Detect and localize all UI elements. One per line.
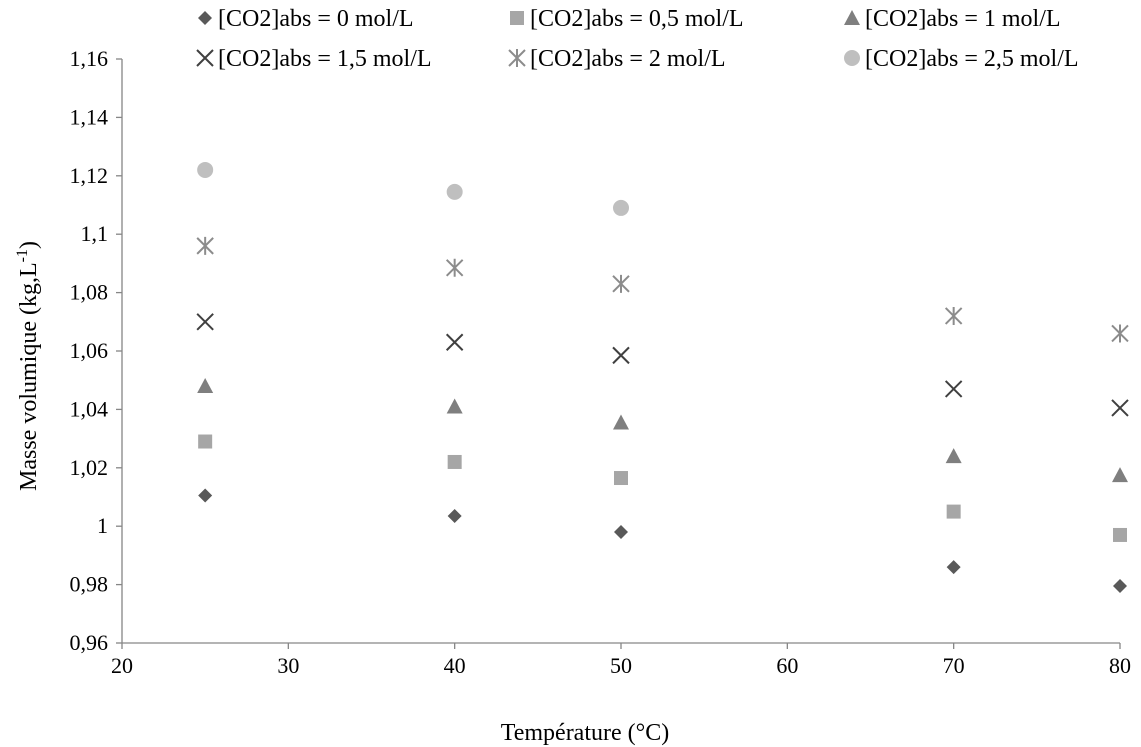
- series-3: [197, 378, 1128, 483]
- x-tick-label: 80: [1109, 653, 1131, 678]
- y-axis-label: Masse volumique (kg,L-1): [14, 241, 42, 491]
- x-tick-label: 60: [776, 653, 798, 678]
- data-point: [198, 434, 213, 449]
- legend-marker: [198, 11, 212, 25]
- data-point: [447, 508, 462, 523]
- data-point: [944, 380, 963, 398]
- data-point: [946, 560, 961, 575]
- data-point: [196, 236, 214, 255]
- series-1: [198, 488, 1127, 594]
- data-point: [447, 454, 462, 469]
- legend: [CO2]abs = 0 mol/L [CO2]abs = 0,5 mol/L [C…: [196, 6, 1079, 72]
- legend-label: [CO2]abs = 1,5 mol/L: [218, 46, 432, 72]
- data-point: [613, 414, 629, 430]
- y-tick-label: 1,16: [70, 46, 109, 71]
- x-tick-label: 30: [277, 653, 299, 678]
- legend-marker: [508, 49, 526, 67]
- y-tick-label: 1,02: [70, 455, 109, 480]
- data-point: [446, 398, 463, 414]
- x-tick-label: 20: [111, 653, 133, 678]
- data-point: [1111, 324, 1129, 343]
- data-point: [1111, 399, 1129, 417]
- y-tick-label: 1,04: [70, 396, 109, 421]
- y-tick-label: 1,06: [70, 338, 109, 363]
- series-6: [197, 161, 629, 216]
- data-point: [612, 274, 630, 293]
- y-tick-label: 1,1: [81, 221, 109, 246]
- data-points: [196, 161, 1129, 594]
- data-point: [197, 161, 214, 178]
- legend-item: [CO2]abs = 0 mol/L: [198, 6, 414, 32]
- data-point: [614, 525, 628, 540]
- series-5: [196, 236, 1129, 343]
- data-point: [944, 306, 963, 325]
- y-tick-label: 1,08: [70, 280, 109, 305]
- y-axis-label-main: Masse volumique (kg,L: [16, 262, 42, 491]
- x-tick-label: 50: [610, 653, 632, 678]
- data-point: [614, 471, 628, 486]
- data-point: [1113, 527, 1127, 542]
- data-point: [1113, 579, 1127, 594]
- legend-label: [CO2]abs = 1 mol/L: [865, 6, 1061, 32]
- legend-item: [CO2]abs = 1 mol/L: [844, 6, 1061, 32]
- legend-label: [CO2]abs = 0,5 mol/L: [530, 6, 744, 32]
- y-tick-label: 1: [97, 513, 108, 538]
- data-point: [946, 504, 961, 519]
- data-point: [198, 488, 213, 503]
- legend-item: [CO2]abs = 1,5 mol/L: [196, 46, 432, 72]
- legend-marker: [196, 49, 214, 67]
- y-tick-label: 0,98: [70, 572, 109, 597]
- legend-item: [CO2]abs = 2,5 mol/L: [844, 46, 1079, 72]
- series-2: [198, 434, 1127, 542]
- data-point: [196, 313, 214, 331]
- data-point: [613, 199, 629, 216]
- legend-label: [CO2]abs = 0 mol/L: [218, 6, 414, 32]
- y-tick-label: 1,14: [70, 104, 109, 129]
- y-axis-label-sup: -1: [14, 249, 31, 262]
- y-tick-label: 0,96: [70, 630, 109, 655]
- legend-marker: [844, 10, 860, 25]
- y-tick-label: 1,12: [70, 163, 109, 188]
- data-point: [446, 183, 463, 200]
- data-point: [445, 333, 464, 351]
- legend-marker: [510, 11, 524, 25]
- legend-marker: [844, 50, 860, 66]
- x-tick-label: 70: [943, 653, 965, 678]
- data-point: [445, 258, 464, 277]
- data-point: [1112, 467, 1128, 483]
- data-point: [945, 448, 962, 464]
- legend-label: [CO2]abs = 2 mol/L: [530, 46, 726, 72]
- series-4: [196, 313, 1129, 417]
- y-axis: 0,96 0,98 1 1,02 1,04 1,06 1,08 1,1 1,12 1,14 1,16: [70, 46, 123, 655]
- legend-label: [CO2]abs = 2,5 mol/L: [865, 46, 1079, 72]
- x-axis-label: Température (°C): [501, 720, 670, 746]
- data-point: [197, 378, 214, 394]
- legend-item: [CO2]abs = 2 mol/L: [508, 46, 726, 72]
- y-axis-label-close: ): [16, 241, 42, 249]
- data-point: [612, 346, 630, 365]
- legend-item: [CO2]abs = 0,5 mol/L: [510, 6, 744, 32]
- x-tick-label: 40: [444, 653, 466, 678]
- x-axis: 20 30 40 50 60 70 80: [111, 642, 1131, 678]
